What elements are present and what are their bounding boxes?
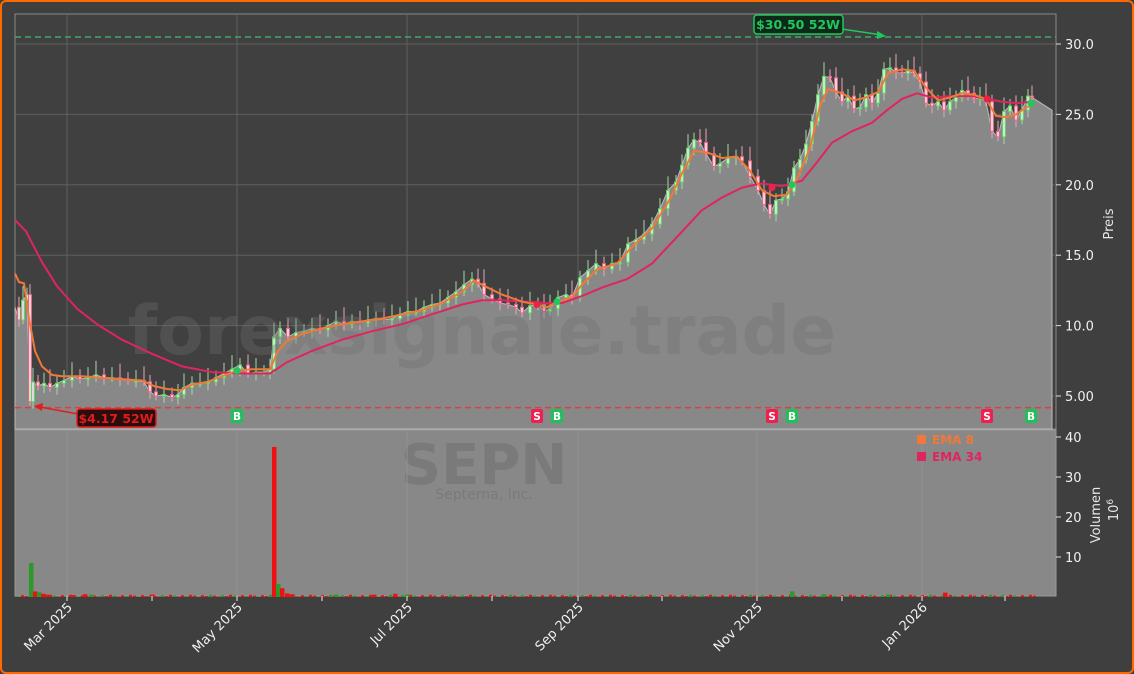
- volume-bar: [393, 593, 398, 597]
- volume-axis-unit: 106: [1106, 499, 1122, 522]
- ticker-watermark: SEPN: [401, 433, 568, 498]
- ema-crossing-markers: [233, 95, 1035, 375]
- volume-bars: [17, 447, 1036, 597]
- svg-text:B: B: [553, 411, 561, 423]
- volume-bar: [943, 592, 948, 597]
- x-tick-label: Sep 2025: [533, 600, 587, 654]
- svg-text:S: S: [533, 411, 541, 423]
- svg-text:S: S: [983, 411, 991, 423]
- x-axis: Mar 2025 May 2025 Jul 2025 Sep 2025 Nov 2025…: [22, 596, 1006, 656]
- volume-bar: [272, 447, 277, 597]
- volume-axis: 10 20 30 40: [1056, 431, 1082, 566]
- volume-bar: [372, 594, 377, 597]
- low-52w-annotation: $4.17 52W: [34, 403, 157, 428]
- volume-bar: [790, 591, 795, 597]
- svg-text:EMA 34: EMA 34: [932, 450, 982, 464]
- volume-bar: [71, 595, 76, 597]
- volume-tick-label: 20: [1065, 511, 1082, 526]
- sell-signal-badge: S: [981, 409, 993, 423]
- legend-item: EMA 8: [917, 433, 974, 447]
- volume-bar: [290, 594, 295, 597]
- legend-item: EMA 34: [917, 450, 982, 464]
- volume-vertical-gridlines: [66, 430, 923, 596]
- volume-bar: [89, 594, 94, 597]
- price-tick-label: 15.0: [1065, 249, 1094, 264]
- company-watermark: Septerna, Inc.: [435, 487, 533, 503]
- buy-signal-badge: B: [551, 409, 563, 423]
- watermark-text: forexsignale.trade: [128, 292, 837, 371]
- x-tick-label: Nov 2025: [711, 600, 766, 655]
- x-tick-label: Jul 2025: [367, 600, 416, 649]
- price-axis: 5.00 10.0 15.0 20.0 25.0 30.0: [1056, 38, 1094, 405]
- low-52w-label: $4.17 52W: [78, 411, 153, 426]
- sell-signal-badge: S: [766, 409, 778, 423]
- price-tick-label: 20.0: [1065, 179, 1094, 194]
- svg-text:B: B: [1027, 411, 1035, 423]
- svg-text:B: B: [788, 411, 796, 423]
- volume-bar: [83, 594, 88, 597]
- buy-signal-badge: B: [231, 409, 243, 423]
- volume-tick-label: 40: [1065, 431, 1082, 446]
- volume-bar: [886, 594, 891, 597]
- volume-tick-label: 10: [1065, 551, 1082, 566]
- volume-axis-title: Volumen: [1089, 487, 1104, 544]
- x-tick-label: May 2025: [190, 600, 246, 656]
- volume-bar: [285, 593, 290, 597]
- price-axis-title: Preis: [1102, 208, 1117, 239]
- ema34-line: [14, 92, 1033, 375]
- volume-bar: [276, 584, 281, 597]
- volume-bar: [45, 594, 50, 597]
- high-52w-label: $30.50 52W: [756, 17, 840, 32]
- price-tick-label: 30.0: [1065, 38, 1094, 53]
- x-tick-label: Jan 2026: [879, 600, 931, 652]
- volume-bar: [280, 588, 285, 597]
- buy-signal-badge: B: [786, 409, 798, 423]
- legend: EMA 8 EMA 34: [917, 433, 982, 464]
- volume-bar: [334, 594, 339, 597]
- volume-bar: [150, 594, 155, 597]
- svg-text:S: S: [768, 411, 776, 423]
- volume-tick-label: 30: [1065, 471, 1082, 486]
- sell-signal-badge: S: [531, 409, 543, 423]
- svg-text:B: B: [233, 411, 241, 423]
- volume-bar: [41, 593, 46, 597]
- volume-bar: [405, 594, 410, 597]
- volume-bar: [37, 592, 42, 597]
- x-tick-label: Mar 2025: [22, 600, 76, 654]
- price-tick-label: 25.0: [1065, 108, 1094, 123]
- high-52w-annotation: $30.50 52W: [753, 14, 886, 39]
- volume-bar: [29, 563, 34, 597]
- price-tick-label: 5.00: [1065, 390, 1094, 405]
- volume-panel: [14, 429, 1057, 597]
- svg-text:EMA 8: EMA 8: [932, 433, 974, 447]
- price-tick-label: 10.0: [1065, 320, 1094, 335]
- volume-bar: [822, 594, 827, 597]
- buy-signal-badge: B: [1025, 409, 1037, 423]
- volume-bar: [33, 591, 38, 597]
